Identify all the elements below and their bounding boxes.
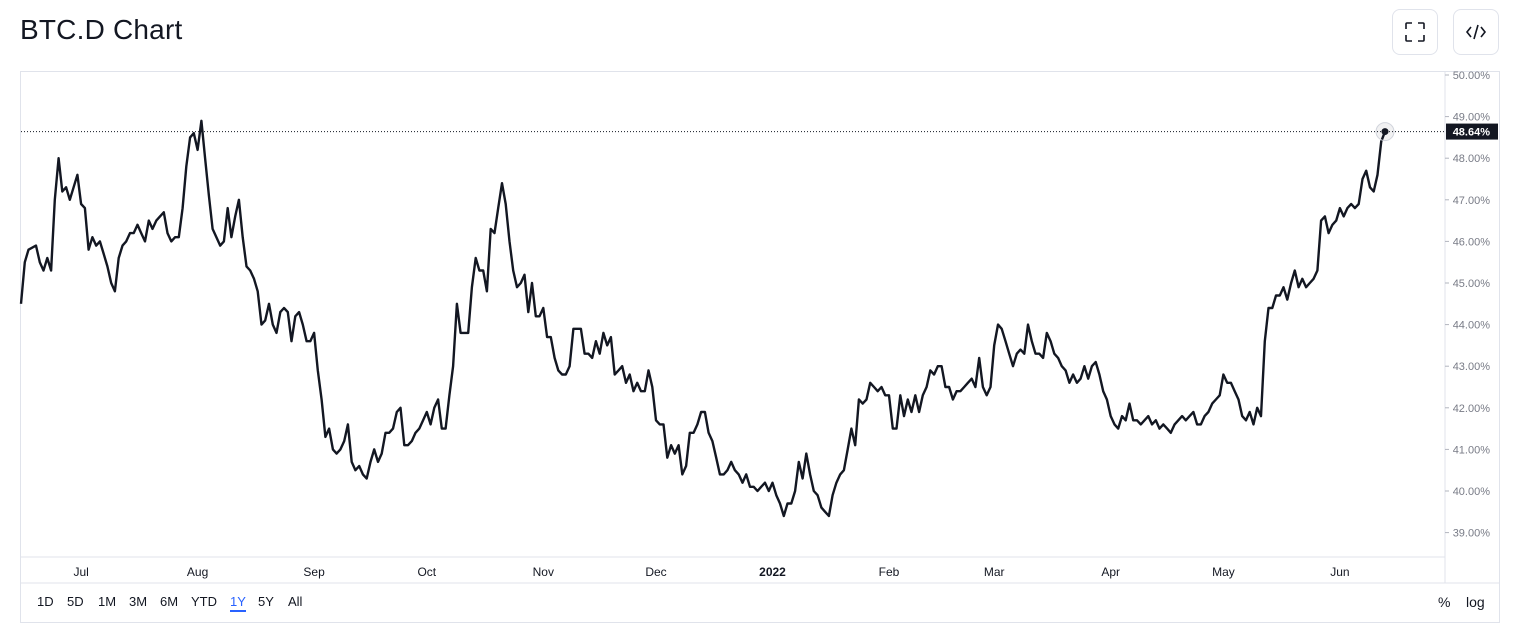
y-tick-label: 40.00% xyxy=(1453,486,1491,498)
x-tick-label: Mar xyxy=(984,565,1005,579)
y-tick-label: 47.00% xyxy=(1453,195,1491,207)
timeframe-6m[interactable]: 6M xyxy=(160,594,179,609)
timeframe-1y[interactable]: 1Y xyxy=(230,594,246,612)
current-price-label: 48.64% xyxy=(1446,123,1498,140)
x-tick-label: Sep xyxy=(303,565,325,579)
series-line xyxy=(19,119,1387,518)
x-tick-label: Jun xyxy=(1330,565,1349,579)
y-tick-label: 44.00% xyxy=(1453,320,1491,332)
y-tick-label: 46.00% xyxy=(1453,236,1491,248)
timeframe-3m[interactable]: 3M xyxy=(129,594,148,609)
y-tick-label: 50.00% xyxy=(1453,70,1491,82)
y-tick-label: 42.00% xyxy=(1453,403,1491,415)
current-price-label-text: 48.64% xyxy=(1453,127,1491,139)
y-tick-label: 39.00% xyxy=(1453,528,1491,540)
code-embed-icon xyxy=(1465,21,1487,43)
x-tick-label: Apr xyxy=(1101,565,1120,579)
x-tick-label: Dec xyxy=(645,565,666,579)
page-title: BTC.D Chart xyxy=(20,14,183,45)
timeframe-1d[interactable]: 1D xyxy=(37,594,54,609)
current-price-label-bg xyxy=(1446,123,1498,140)
x-tick-label: Aug xyxy=(187,565,208,579)
log-scale-toggle[interactable]: log xyxy=(1466,594,1485,610)
timeframe-all[interactable]: All xyxy=(288,594,303,609)
timeframe-5y[interactable]: 5Y xyxy=(258,594,274,609)
y-tick-label: 49.00% xyxy=(1453,112,1491,124)
x-tick-label: Oct xyxy=(417,565,436,579)
timeframe-1m[interactable]: 1M xyxy=(98,594,117,609)
fullscreen-button[interactable] xyxy=(1392,9,1438,55)
percent-scale-toggle[interactable]: % xyxy=(1438,594,1451,610)
x-tick-label: Jul xyxy=(73,565,88,579)
timeframe-ytd[interactable]: YTD xyxy=(191,594,217,609)
embed-code-button[interactable] xyxy=(1453,9,1499,55)
last-point-marker xyxy=(1381,128,1389,136)
y-tick-label: 48.00% xyxy=(1453,153,1491,165)
y-tick-label: 41.00% xyxy=(1453,444,1491,456)
y-tick-label: 45.00% xyxy=(1453,278,1491,290)
chart-frame xyxy=(20,71,1500,623)
y-tick-label: 43.00% xyxy=(1453,361,1491,373)
timeframe-5d[interactable]: 5D xyxy=(67,594,84,609)
x-tick-label: Nov xyxy=(533,565,554,579)
x-tick-label: May xyxy=(1212,565,1235,579)
x-tick-label: Feb xyxy=(879,565,900,579)
fullscreen-icon xyxy=(1404,21,1426,43)
x-tick-label: 2022 xyxy=(759,565,786,579)
